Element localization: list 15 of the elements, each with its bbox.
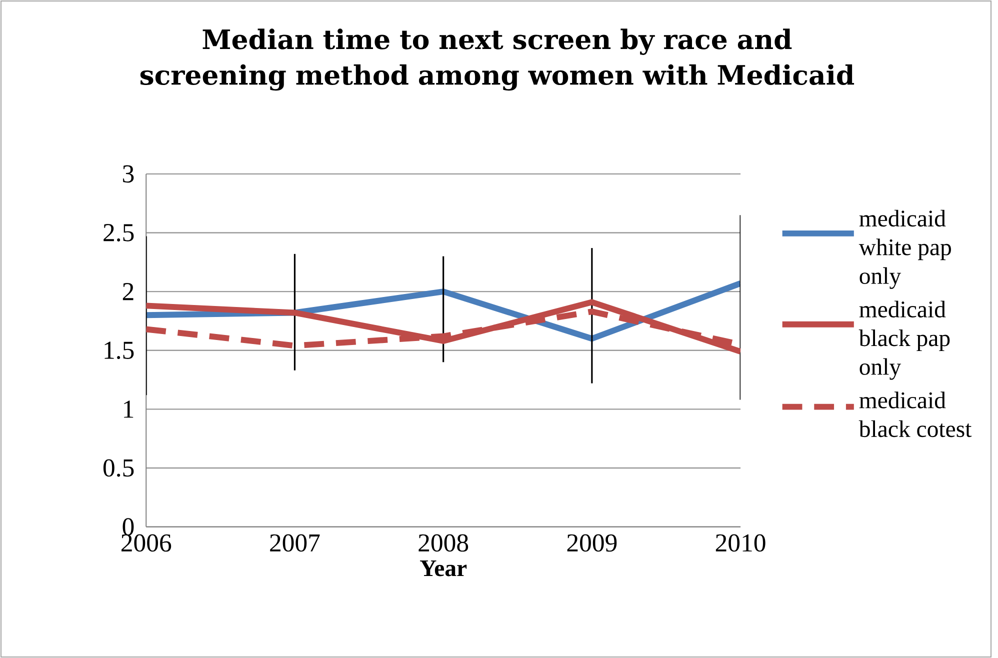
- x-tick-label: 2009: [567, 534, 617, 552]
- x-axis-title: Year: [420, 560, 467, 576]
- y-tick-label: 2.5: [104, 224, 134, 242]
- y-tick-label: 0.5: [103, 459, 134, 477]
- y-tick-label: 2: [122, 283, 134, 300]
- x-tick-label: 2008: [418, 534, 468, 552]
- chart-title: Median time to next screen by race and screening method among women with Medicaid: [140, 28, 854, 91]
- y-tick-label: 1: [124, 400, 134, 418]
- x-tick-label: 2006: [122, 534, 172, 552]
- y-tick-label: 1.5: [104, 342, 134, 360]
- x-tick-label: 2010: [716, 534, 766, 552]
- y-tick-label: 3: [123, 165, 134, 183]
- x-tick-label: 2007: [270, 534, 320, 552]
- y-tick-label: 0: [122, 518, 134, 536]
- legend-label: medicaid black cotest: [858, 392, 972, 438]
